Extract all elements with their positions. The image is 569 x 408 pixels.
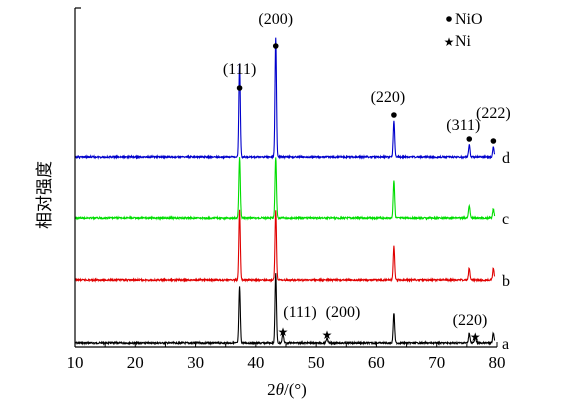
curve-label-c: c (502, 211, 509, 228)
x-tick-label-50: 50 (308, 353, 325, 372)
x-ticks: 10 20 30 40 50 60 70 80 (67, 342, 506, 372)
nio-label: (220) (371, 89, 406, 106)
nio-label: (222) (476, 105, 511, 122)
x-tick-label-30: 30 (187, 353, 204, 372)
legend-ni: Ni (455, 33, 472, 50)
curve-d (74, 37, 496, 160)
x-tick-label-40: 40 (247, 353, 264, 372)
legend-nio: NiO (455, 11, 483, 28)
x-tick-label-70: 70 (428, 353, 445, 372)
nio-label: (111) (223, 61, 256, 78)
legend: NiO Ni ★ (444, 11, 483, 50)
peak-annotations: (111)(200)(220)(311)(222)★(111)★(200)★(2… (223, 11, 511, 344)
ni-marker: ★ (322, 328, 333, 342)
legend-nio-marker (446, 16, 452, 22)
nio-marker (490, 138, 497, 144)
ni-marker: ★ (470, 330, 481, 344)
legend-ni-marker: ★ (444, 35, 455, 49)
nio-label: (311) (446, 117, 480, 134)
xrd-curves (74, 37, 496, 346)
curve-label-a: a (502, 336, 509, 353)
x-tick-label-60: 60 (368, 353, 385, 372)
ni-label: (111) (283, 304, 316, 321)
x-tick-label-80: 80 (489, 353, 506, 372)
plot-frame (74, 7, 497, 348)
nio-label: (200) (258, 11, 293, 28)
curve-b (74, 209, 496, 283)
y-axis-label: 相对强度 (35, 161, 54, 229)
x-tick-label-10: 10 (67, 353, 84, 372)
x-axis-label: 2θ/(°) (267, 380, 307, 399)
x-tick-label-20: 20 (127, 353, 144, 372)
ni-label: (220) (453, 312, 488, 329)
nio-marker (272, 43, 279, 49)
nio-marker (466, 136, 473, 142)
nio-marker (391, 112, 397, 118)
nio-marker (236, 85, 243, 91)
curve-label-b: b (502, 273, 510, 290)
curve-labels: a b c d (502, 150, 510, 353)
curve-label-d: d (502, 150, 510, 167)
ni-marker: ★ (278, 325, 289, 339)
ni-label: (200) (326, 304, 361, 321)
curve-a (74, 273, 496, 346)
curve-c (74, 157, 496, 221)
